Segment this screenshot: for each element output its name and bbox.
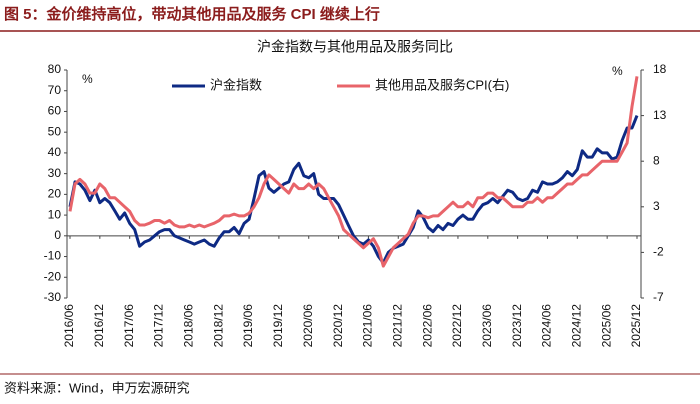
y2-tick-label: -7	[653, 290, 664, 304]
y-tick-label: 70	[48, 83, 62, 97]
y-tick-label: 80	[48, 62, 62, 76]
y-tick-label: 20	[48, 187, 62, 201]
x-tick-label: 2018/12	[211, 304, 225, 348]
x-tick-label: 2022/06	[420, 304, 434, 348]
y-tick-label: 30	[48, 166, 62, 180]
x-tick-label: 2020/06	[301, 304, 315, 348]
y2-tick-label: 3	[653, 199, 660, 213]
chart-title: 沪金指数与其他用品及服务同比	[257, 39, 453, 55]
x-tick-label: 2024/12	[569, 304, 583, 348]
x-tick-label: 2019/06	[241, 304, 255, 348]
x-tick-label: 2022/12	[450, 304, 464, 348]
y2-tick-label: 13	[653, 108, 667, 122]
figure-title: 图 5：金价维持高位，带动其他用品及服务 CPI 继续上行	[4, 5, 380, 23]
x-tick-label: 2017/12	[152, 304, 166, 348]
x-tick-label: 2019/12	[271, 304, 285, 348]
x-tick-label: 2016/12	[92, 304, 106, 348]
series-line	[68, 76, 639, 268]
x-tick-label: 2021/06	[361, 304, 375, 348]
y-unit: %	[82, 72, 93, 86]
x-tick-label: 2023/12	[510, 304, 524, 348]
x-tick-label: 2025/06	[599, 304, 613, 348]
y2-unit: %	[612, 64, 623, 78]
y2-tick-label: -2	[653, 245, 664, 259]
y-tick-label: 40	[48, 145, 62, 159]
x-tick-label: 2017/06	[122, 304, 136, 348]
y2-tick-label: 18	[653, 62, 667, 76]
x-tick-label: 2024/06	[540, 304, 554, 348]
x-tick-label: 2020/12	[331, 304, 345, 348]
y-tick-label: -30	[44, 290, 62, 304]
y-tick-label: 0	[54, 228, 61, 242]
x-tick-label: 2016/06	[62, 304, 76, 348]
source: 资料来源：Wind，申万宏源研究	[4, 380, 190, 395]
x-tick-label: 2023/06	[480, 304, 494, 348]
y-tick-label: 50	[48, 124, 62, 138]
x-tick-label: 2025/12	[629, 304, 643, 348]
y-tick-label: -10	[44, 249, 62, 263]
x-tick-label: 2021/12	[390, 304, 404, 348]
legend-label: 沪金指数	[210, 77, 262, 92]
y-tick-label: 60	[48, 104, 62, 118]
y2-tick-label: 8	[653, 153, 660, 167]
legend-label: 其他用品及服务CPI(右)	[375, 77, 509, 92]
x-tick-label: 2018/06	[182, 304, 196, 348]
series-line	[68, 115, 639, 265]
y-tick-label: -20	[44, 269, 62, 283]
y-tick-label: 10	[48, 207, 62, 221]
